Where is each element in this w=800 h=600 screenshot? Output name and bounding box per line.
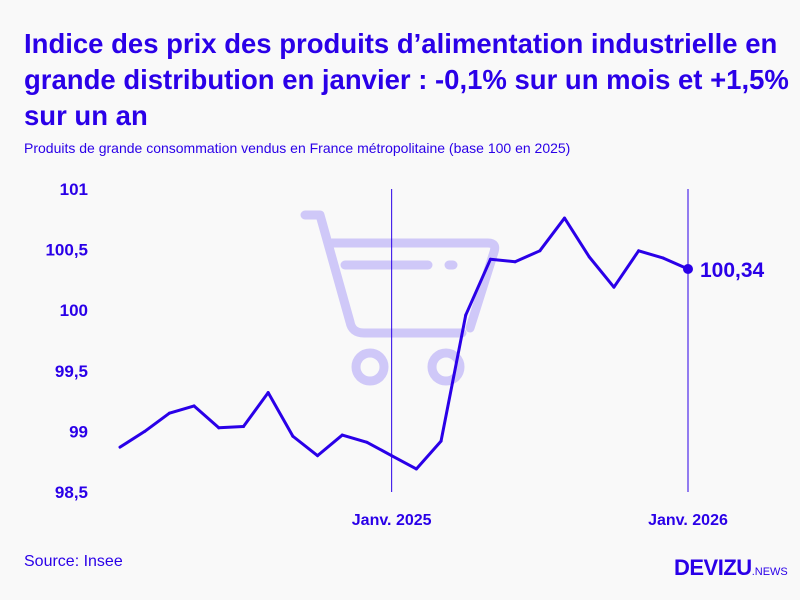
y-tick-label: 100,5	[45, 241, 88, 260]
shopping-cart-icon	[300, 210, 500, 386]
line-segment	[118, 429, 147, 449]
y-tick-label: 101	[60, 180, 88, 199]
line-segment	[637, 249, 665, 260]
line-segment	[513, 249, 542, 264]
line-segment	[217, 425, 245, 430]
line-segment	[241, 391, 270, 429]
last-data-point	[683, 263, 693, 274]
line-segment	[192, 404, 221, 430]
line-segment	[488, 257, 517, 264]
line-segment	[291, 434, 320, 458]
line-segment	[587, 255, 616, 289]
line-segment	[563, 216, 591, 259]
line-segment	[538, 216, 567, 253]
line-segment	[167, 404, 196, 415]
devizu-logo: DEVIZU.NEWS	[674, 555, 788, 580]
y-tick-label: 99,5	[55, 362, 88, 381]
x-tick-label: Janv. 2026	[648, 512, 728, 529]
y-tick-label: 99	[69, 422, 88, 441]
last-value-label: 100,34	[700, 259, 765, 282]
line-segment	[340, 433, 369, 444]
x-tick-label: Janv. 2025	[352, 512, 432, 529]
line-segment	[414, 439, 443, 471]
chart-subtitle: Produits de grande consommation vendus e…	[24, 140, 571, 156]
line-segment	[612, 249, 641, 289]
line-segment	[365, 440, 394, 458]
line-segment	[143, 411, 171, 433]
source-note: Source: Insee	[24, 553, 123, 570]
chart-title: Indice des prix des produits d’alimentat…	[24, 28, 789, 131]
line-segment	[390, 454, 418, 471]
y-tick-label: 98,5	[55, 483, 88, 502]
line-segment	[464, 257, 492, 317]
line-segment	[439, 313, 468, 443]
line-segment	[316, 433, 344, 458]
y-tick-label: 100	[60, 301, 88, 320]
line-segment	[266, 391, 295, 438]
